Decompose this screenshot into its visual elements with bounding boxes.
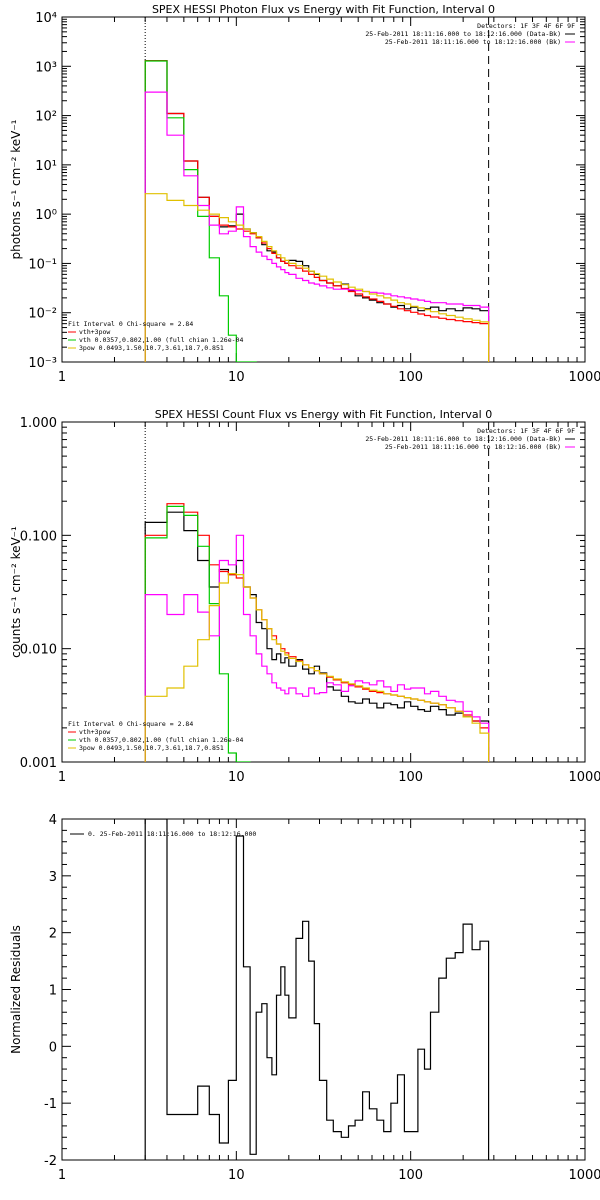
chart-title: SPEX HESSI Photon Flux vs Energy with Fi… (152, 3, 495, 16)
y-tick-label: 4 (49, 813, 57, 828)
y-tick-label: -1 (44, 1097, 57, 1112)
y-tick-label: 10¹ (35, 159, 57, 174)
y-axis-label: photons s⁻¹ cm⁻² keV⁻¹ (9, 119, 23, 259)
y-tick-label: 10⁴ (35, 11, 57, 26)
x-tick-label: 1000 (568, 370, 600, 385)
chart-title: SPEX HESSI Count Flux vs Energy with Fit… (155, 408, 492, 421)
y-tick-label: 0.010 (20, 643, 57, 658)
y-tick-label: 1 (49, 984, 57, 999)
legend-line2: vth+3pow (79, 328, 110, 336)
series-line-0 (144, 819, 490, 1160)
y-tick-label: 3 (49, 870, 57, 885)
series-group (144, 503, 490, 762)
y-axis-label: Normalized Residuals (9, 925, 23, 1054)
x-tick-label: 1 (58, 1168, 66, 1183)
legend-data-bk: 25-Feb-2011 18:11:16.000 to 18:12:16.000… (365, 30, 561, 38)
series-line-3 (144, 534, 490, 762)
series-group (144, 60, 490, 362)
photon-flux-panel: SPEX HESSI Photon Flux vs Energy with Fi… (9, 3, 600, 385)
x-tick-label: 1 (58, 370, 66, 385)
x-tick-label: 10 (228, 370, 245, 385)
x-tick-label: 1000 (568, 1168, 600, 1183)
y-tick-label: 2 (49, 927, 57, 942)
y-tick-label: -2 (44, 1154, 57, 1169)
series-group (144, 819, 490, 1160)
residuals-panel: Normalized Residuals 1 10 100 1000 -2 -1 0 1 2 3 4 0… (9, 813, 600, 1183)
series-line-1 (144, 503, 490, 762)
x-tick-label: 10 (228, 770, 245, 785)
series-line-3 (144, 91, 490, 362)
y-tick-label: 0.100 (20, 529, 57, 544)
count-flux-panel: SPEX HESSI Count Flux vs Energy with Fit… (9, 408, 600, 785)
legend-bk: 25-Feb-2011 18:11:16.000 to 18:12:16.000… (385, 38, 561, 46)
legend-detectors: Detectors: 1F 3F 4F 6F 9F (477, 22, 575, 30)
legend-line2: vth+3pow (79, 728, 110, 736)
legend-detectors: Detectors: 1F 3F 4F 6F 9F (477, 427, 575, 435)
y-tick-label: 10⁻² (28, 307, 57, 322)
y-tick-label: 10⁰ (35, 208, 57, 223)
x-tick-label: 10 (228, 1168, 245, 1183)
y-tick-label: 0.001 (20, 756, 57, 771)
legend-line3: vth 0.0357,0.802,1.00 (full chian 1.26e-… (79, 736, 243, 744)
x-tick-label: 1 (58, 770, 66, 785)
legend-residual: 0. 25-Feb-2011 18:11:16.000 to 18:12:16.… (88, 830, 256, 838)
legend-fit-interval: Fit Interval 0 Chi-square = 2.84 (68, 320, 193, 328)
plot-frame (61, 16, 586, 363)
y-tick-label: 1.000 (20, 416, 57, 431)
series-line-4 (144, 193, 490, 362)
x-tick-label: 1000 (568, 770, 600, 785)
legend-bk: 25-Feb-2011 18:11:16.000 to 18:12:16.000… (385, 443, 561, 451)
legend-fit-interval: Fit Interval 0 Chi-square = 2.84 (68, 720, 193, 728)
legend-line4: 3pow 0.0493,1.50,10.7,3.61,18.7,0.851 (79, 744, 224, 752)
y-tick-label: 0 (49, 1040, 57, 1055)
y-tick-label: 10⁻³ (28, 356, 57, 371)
plot-frame (61, 421, 586, 763)
y-axis-label: counts s⁻¹ cm⁻² keV⁻¹ (9, 526, 23, 658)
legend-line3: vth 0.0357,0.802,1.00 (full chian 1.26e-… (79, 336, 243, 344)
series-line-0 (144, 511, 490, 762)
legend-line4: 3pow 0.0493,1.50,10.7,3.61,18.7,0.851 (79, 344, 224, 352)
plot-frame (61, 818, 586, 1161)
series-line-4 (144, 573, 490, 762)
y-tick-label: 10⁻¹ (28, 257, 57, 272)
y-tick-label: 10² (35, 110, 57, 125)
series-line-0 (144, 60, 490, 362)
series-line-2 (144, 60, 257, 362)
x-tick-label: 100 (398, 370, 423, 385)
series-line-2 (144, 505, 251, 762)
x-tick-label: 100 (398, 1168, 423, 1183)
x-tick-label: 100 (398, 770, 423, 785)
y-tick-label: 10³ (35, 60, 57, 75)
legend-data-bk: 25-Feb-2011 18:11:16.000 to 18:12:16.000… (365, 435, 561, 443)
series-line-1 (144, 60, 490, 362)
